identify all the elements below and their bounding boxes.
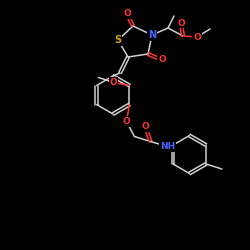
Text: O: O xyxy=(158,56,166,64)
Text: NH: NH xyxy=(160,142,175,151)
Text: N: N xyxy=(148,30,156,40)
Text: O: O xyxy=(142,122,149,131)
Text: O: O xyxy=(123,10,131,18)
Text: O: O xyxy=(122,117,130,126)
Text: O: O xyxy=(110,78,117,87)
Text: O: O xyxy=(193,32,201,42)
Text: O: O xyxy=(177,18,185,28)
Text: S: S xyxy=(114,35,121,45)
